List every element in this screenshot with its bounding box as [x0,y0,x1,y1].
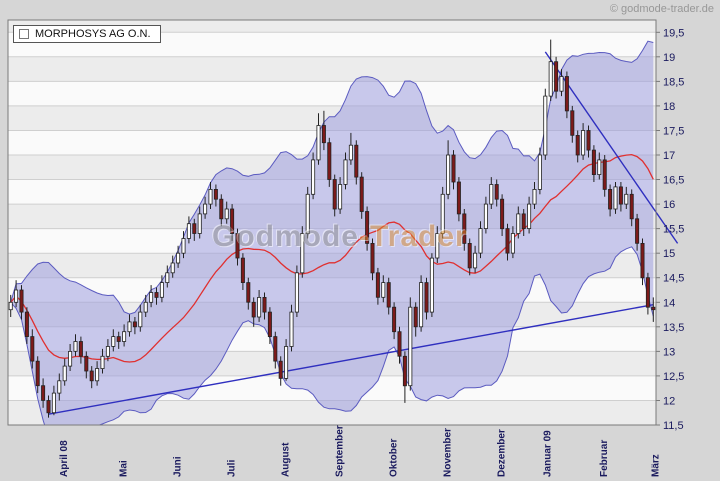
x-axis-label: Oktober [388,439,399,477]
copyright-text: © godmode-trader.de [609,3,714,15]
y-axis-label: 11,5 [663,420,684,432]
legend-item[interactable]: MORPHOSYS AG O.N. [13,25,161,43]
y-axis-label: 17 [663,150,675,162]
x-axis-label: Juli [226,460,237,477]
candlestick-series [8,39,656,418]
y-axis-label: 19,5 [663,27,684,39]
x-axis-label: Februar [599,440,610,477]
y-axis-label: 19 [663,52,675,64]
x-axis-label: März [650,454,661,477]
y-axis-label: 18 [663,101,675,113]
x-axis-label: Januar 09 [542,430,553,477]
x-axis-label: November [442,428,453,477]
legend-label: MORPHOSYS AG O.N. [35,28,151,40]
y-axis: 19,5 19 18,5 18 17,5 17 16,5 16 15,5 15 14,5 14 13,5… [656,27,684,432]
y-axis-label: 15,5 [663,224,684,236]
x-axis-label: August [280,442,291,477]
y-axis-label: 15 [663,248,675,260]
y-axis-label: 12 [663,396,675,408]
sma-line [10,153,654,363]
x-axis-label: Juni [172,456,183,477]
x-axis-label: Dezember [496,429,507,477]
y-axis-label: 14 [663,297,675,309]
y-axis-label: 14,5 [663,273,684,285]
y-axis-label: 13 [663,346,675,358]
y-axis-label: 16,5 [663,175,684,187]
x-axis-label: September [334,425,345,477]
y-axis-label: 13,5 [663,322,684,334]
x-axis-label: Mai [118,460,129,477]
y-axis-label: 18,5 [663,76,684,88]
plot-border [7,19,657,426]
y-axis-label: 17,5 [663,126,684,138]
x-axis-label: April 08 [59,440,70,477]
y-axis-label: 12,5 [663,371,684,383]
ascending-support-line [48,304,654,415]
y-axis-label: 16 [663,199,675,211]
legend-marker-icon [19,29,29,39]
x-axis: April 08 Mai Juni Juli August September Oktobe… [59,425,661,477]
